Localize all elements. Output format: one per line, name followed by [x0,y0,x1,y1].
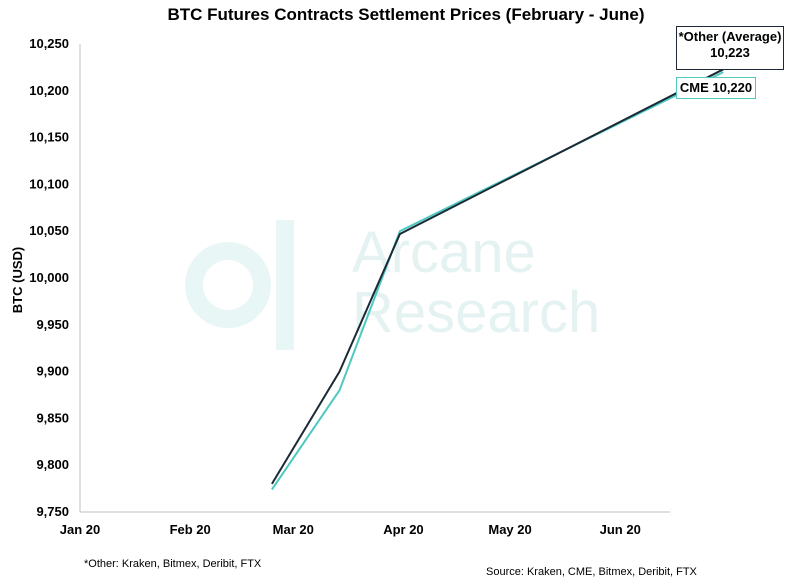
x-tick-label: May 20 [488,522,531,537]
x-tick-labels: Jan 20 Feb 20 Mar 20 Apr 20 May 20 Jun 20 [60,522,641,537]
y-tick-label: 9,950 [36,317,69,332]
series-lines [271,68,724,491]
y-tick-label: 10,000 [29,270,69,285]
y-tick-label: 10,100 [29,176,69,191]
x-tick-label: Apr 20 [383,522,423,537]
x-tick-label: Feb 20 [170,522,211,537]
watermark-line-2: Research [352,280,600,345]
y-tick-label: 10,200 [29,83,69,98]
plot-area: 9,750 9,800 9,850 9,900 9,950 10,000 10,050 10,… [29,36,724,537]
arcane-research-watermark: Arcane Research [185,220,600,350]
y-tick-label: 10,150 [29,130,69,145]
chart-title: BTC Futures Contracts Settlement Prices … [167,5,644,24]
y-tick-label: 9,800 [36,457,69,472]
x-tick-label: Mar 20 [273,522,314,537]
source-footnote: Source: Kraken, CME, Bitmex, Deribit, FT… [486,566,697,578]
y-axis-title: BTC (USD) [10,247,25,313]
other-average-callout-value: 10,223 [710,45,750,60]
y-tick-label: 9,750 [36,504,69,519]
watermark-logo-icon [185,220,294,350]
y-tick-label: 9,900 [36,364,69,379]
x-tick-label: Jun 20 [600,522,641,537]
watermark-line-1: Arcane [352,220,536,285]
y-tick-labels: 9,750 9,800 9,850 9,900 9,950 10,000 10,050 10,… [29,36,69,519]
other-exchanges-footnote: *Other: Kraken, Bitmex, Deribit, FTX [84,558,262,570]
cme-callout: CME 10,220 [676,77,756,99]
x-tick-label: Jan 20 [60,522,100,537]
cme-callout-label: CME 10,220 [679,80,753,95]
y-tick-label: 10,250 [29,36,69,51]
other-average-series-line [271,68,724,485]
other-average-callout-label: *Other (Average) [678,29,782,44]
other-average-callout: *Other (Average) 10,223 [676,26,784,70]
y-tick-label: 9,850 [36,410,69,425]
y-tick-label: 10,050 [29,223,69,238]
